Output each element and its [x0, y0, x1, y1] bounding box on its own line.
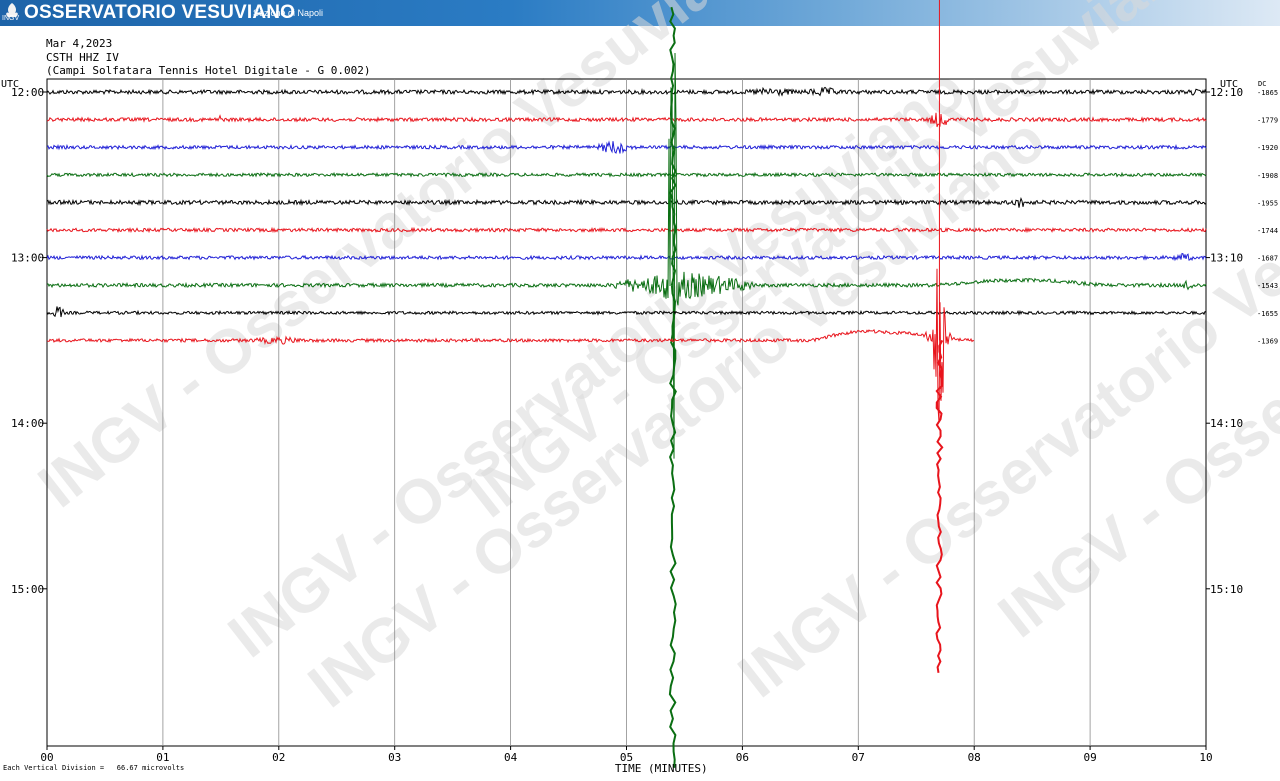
trace-row-3	[46, 171, 1207, 178]
x-tick-label: 07	[852, 751, 865, 764]
ingv-logo-icon	[6, 3, 18, 17]
trace-row-8	[46, 306, 1207, 318]
right-utc-label: UTC	[1220, 79, 1238, 90]
dc-value-row-5: -1744	[1257, 227, 1278, 235]
trace-row-6	[46, 252, 1207, 262]
label-layer: 00 01 02 03 04 05 06 07 08 09 10 TIME (MINUTES) UTC U…	[1, 79, 1278, 775]
right-time-label: 15:10	[1210, 583, 1243, 596]
left-utc-label: UTC	[1, 79, 19, 90]
trace-row-2	[46, 140, 1207, 154]
x-tick-label: 04	[504, 751, 518, 764]
dc-value-row-8: -1655	[1257, 310, 1278, 318]
right-time-label: 13:10	[1210, 252, 1243, 265]
trace-row-5	[46, 226, 1207, 234]
station-description: (Campi Solfatara Tennis Hotel Digitale -…	[46, 64, 371, 77]
x-tick-label: 03	[388, 751, 401, 764]
trace-row-4	[46, 196, 1207, 208]
spike-up-row-7	[669, 6, 677, 286]
x-tick-label: 00	[40, 751, 53, 764]
page-title: OSSERVATORIO VESUVIANO	[24, 2, 296, 23]
right-time-label: 14:10	[1210, 417, 1243, 430]
left-time-label: 15:00	[11, 583, 44, 596]
dc-value-row-2: -1920	[1257, 144, 1278, 152]
dc-value-row-1: -1779	[1257, 117, 1278, 125]
vertical-division-note: Each Vertical Division = 66.67 microvolt…	[3, 764, 185, 772]
x-axis-label: TIME (MINUTES)	[615, 762, 708, 775]
left-time-label: 14:00	[11, 417, 44, 430]
dc-value-row-0: -1865	[1257, 89, 1278, 97]
trace-row-0	[46, 86, 1207, 97]
trace-row-1	[46, 112, 1207, 128]
x-tick-label: 05	[620, 751, 633, 764]
date-label: Mar 4,2023	[46, 37, 113, 50]
dc-value-row-4: -1955	[1257, 199, 1278, 207]
dc-value-row-6: -1687	[1257, 255, 1278, 263]
header-bar: INGV OSSERVATORIO VESUVIANO Sezione di N…	[0, 0, 1280, 26]
logo-text: INGV	[2, 15, 20, 22]
spike-down-row-7	[668, 285, 677, 768]
left-time-label: 13:00	[11, 252, 44, 265]
x-tick-label: 02	[272, 751, 285, 764]
x-tick-label: 09	[1083, 751, 1096, 764]
x-tick-label: 06	[736, 751, 749, 764]
x-tick-label: 10	[1199, 751, 1212, 764]
x-tick-label: 08	[968, 751, 981, 764]
x-tick-label: 01	[156, 751, 169, 764]
trace-row-9	[46, 268, 975, 423]
dc-value-row-3: -1908	[1257, 172, 1278, 180]
station-label: CSTH HHZ IV	[46, 51, 119, 64]
dc-value-row-7: -1543	[1257, 282, 1278, 290]
right-time-label: 12:10	[1210, 86, 1243, 99]
trace-layer	[46, 0, 1207, 768]
trace-row-7	[47, 52, 1207, 459]
left-time-label: 12:00	[11, 86, 44, 99]
dc-value-row-9: -1369	[1257, 337, 1278, 345]
spike-down-row-9	[935, 339, 944, 673]
page-subtitle: Sezione di Napoli	[253, 8, 324, 18]
dc-header: DC	[1258, 80, 1266, 88]
